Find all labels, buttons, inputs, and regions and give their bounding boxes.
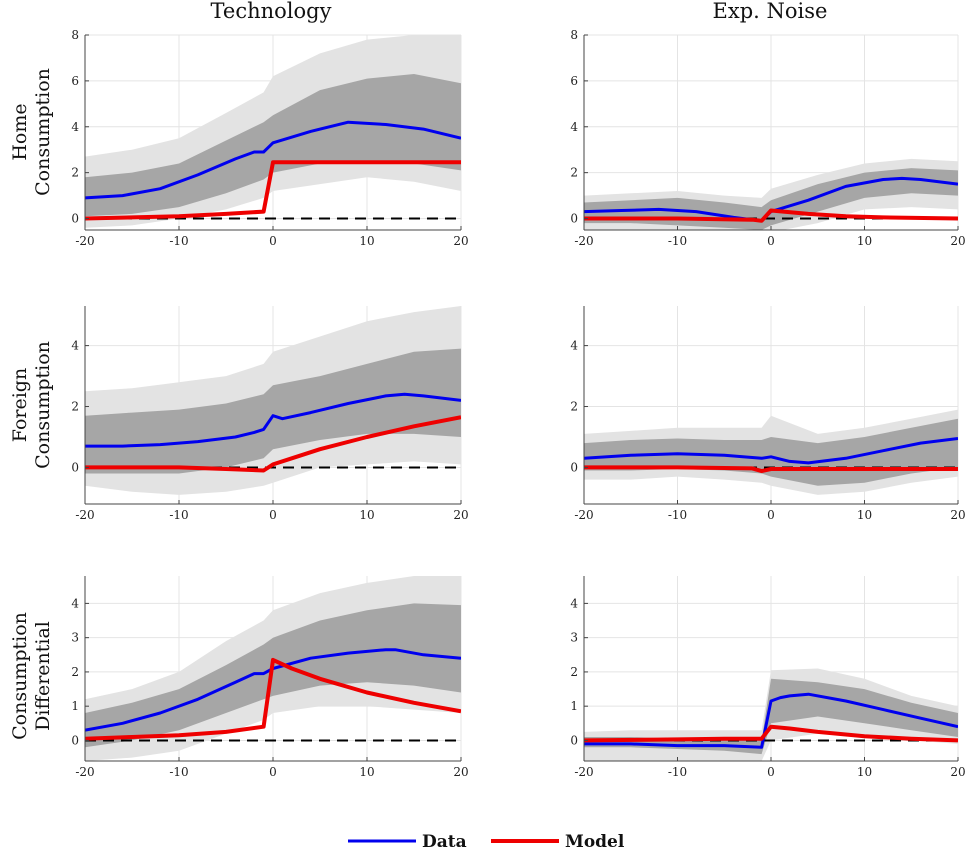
x-tick-label: -10	[169, 508, 188, 522]
x-tick-label: 10	[857, 234, 872, 248]
x-tick-label: -20	[574, 508, 593, 522]
series-line-data	[584, 437, 958, 465]
legend: Data Model	[348, 832, 625, 852]
y-tick-label: 4	[71, 596, 79, 610]
y-tick-label: 6	[71, 74, 79, 88]
plot-area	[584, 158, 958, 230]
y-tick-label: 8	[71, 28, 79, 42]
series-line-model	[85, 160, 461, 221]
row-label-line-1: Foreign	[9, 368, 31, 442]
x-tick-label: -20	[75, 765, 94, 779]
x-tick-label: 20	[453, 234, 468, 248]
y-tick-label: 1	[71, 699, 79, 713]
y-tick-label: 0	[71, 733, 79, 747]
x-tick-label: 20	[950, 765, 965, 779]
column-title-exp-noise: Exp. Noise	[713, 0, 828, 23]
y-tick-label: 0	[71, 212, 79, 226]
x-tick-label: 10	[857, 508, 872, 522]
series-line-data	[85, 392, 461, 448]
y-tick-label: 0	[570, 733, 578, 747]
x-tick-label: 0	[767, 234, 775, 248]
x-tick-label: 0	[269, 508, 277, 522]
x-tick-label: 10	[359, 508, 374, 522]
y-tick-label: 2	[570, 166, 578, 180]
row-label-consumption-differential: Consumption Differential	[9, 612, 54, 740]
series-line-data	[584, 692, 958, 749]
plot-area	[85, 576, 461, 761]
series-line-model	[85, 657, 461, 741]
y-tick-label: 2	[71, 400, 79, 414]
column-title-technology: Technology	[211, 0, 332, 23]
y-tick-label: 2	[570, 400, 578, 414]
x-tick-label: -10	[169, 234, 188, 248]
y-tick-label: 3	[71, 631, 79, 645]
confidence-band-inner	[85, 603, 461, 748]
panel-consumption-differential-technology: -20 -10 0 10 20 0 1 2 3 4	[71, 576, 469, 779]
row-label-home-consumption: Home Consumption	[9, 68, 54, 196]
confidence-band-inner	[584, 678, 958, 755]
x-tick-label: -10	[169, 765, 188, 779]
y-tick-label: 0	[570, 460, 578, 474]
plot-area	[584, 668, 958, 761]
legend-label-model: Model	[565, 832, 625, 852]
x-tick-label: 20	[950, 508, 965, 522]
series-line-data	[85, 648, 461, 732]
y-tick-label: 2	[71, 166, 79, 180]
x-tick-label: -20	[574, 765, 593, 779]
x-tick-label: -20	[574, 234, 593, 248]
y-tick-label: 0	[570, 212, 578, 226]
y-tick-label: 4	[570, 339, 578, 353]
series-line-data	[85, 120, 461, 200]
y-tick-label: 4	[71, 120, 79, 134]
panel-home-consumption-exp-noise: -20 -10 0 10 20 0 2 4 6 8	[570, 28, 965, 248]
y-tick-label: 3	[570, 631, 578, 645]
x-tick-label: 20	[453, 508, 468, 522]
plot-area	[85, 35, 461, 228]
y-tick-label: 4	[570, 596, 578, 610]
x-tick-label: 20	[453, 765, 468, 779]
x-tick-label: 0	[767, 765, 775, 779]
row-label-line-1: Consumption	[9, 612, 31, 740]
x-tick-label: -20	[75, 234, 94, 248]
x-tick-label: -10	[668, 508, 687, 522]
y-tick-label: 0	[71, 460, 79, 474]
plot-area	[85, 306, 461, 495]
x-tick-label: -20	[75, 508, 94, 522]
x-tick-label: 10	[857, 765, 872, 779]
series-line-model	[584, 208, 958, 223]
x-tick-label: -10	[668, 765, 687, 779]
y-tick-label: 4	[71, 339, 79, 353]
x-tick-label: 0	[269, 765, 277, 779]
series-line-model	[85, 415, 461, 473]
series-line-model	[584, 724, 958, 743]
panel-home-consumption-technology: -20 -10 0 10 20 0 2 4 6 8	[71, 28, 468, 248]
x-tick-label: 20	[950, 234, 965, 248]
panel-consumption-differential-exp-noise: -20 -10 0 10 20 0 1 2 3 4	[570, 576, 966, 779]
row-label-line-2: Differential	[32, 621, 54, 731]
y-tick-label: 6	[570, 74, 578, 88]
y-tick-label: 8	[570, 28, 578, 42]
panel-foreign-consumption-technology: -20 -10 0 10 20 0 2 4	[71, 306, 469, 522]
y-tick-label: 4	[570, 120, 578, 134]
y-tick-label: 1	[570, 699, 578, 713]
row-label-line-1: Home	[9, 103, 31, 160]
legend-label-data: Data	[422, 832, 467, 852]
x-tick-label: -10	[668, 234, 687, 248]
y-tick-label: 2	[71, 665, 79, 679]
y-tick-label: 2	[570, 665, 578, 679]
x-tick-label: 10	[359, 234, 374, 248]
x-tick-label: 0	[269, 234, 277, 248]
series-line-model	[584, 465, 958, 474]
plot-area	[584, 409, 958, 495]
x-tick-label: 10	[359, 765, 374, 779]
row-label-foreign-consumption: Foreign Consumption	[9, 341, 54, 469]
x-tick-label: 0	[767, 508, 775, 522]
panel-foreign-consumption-exp-noise: -20 -10 0 10 20 0 2 4	[570, 306, 966, 522]
row-label-line-2: Consumption	[32, 341, 54, 469]
row-label-line-2: Consumption	[32, 68, 54, 196]
